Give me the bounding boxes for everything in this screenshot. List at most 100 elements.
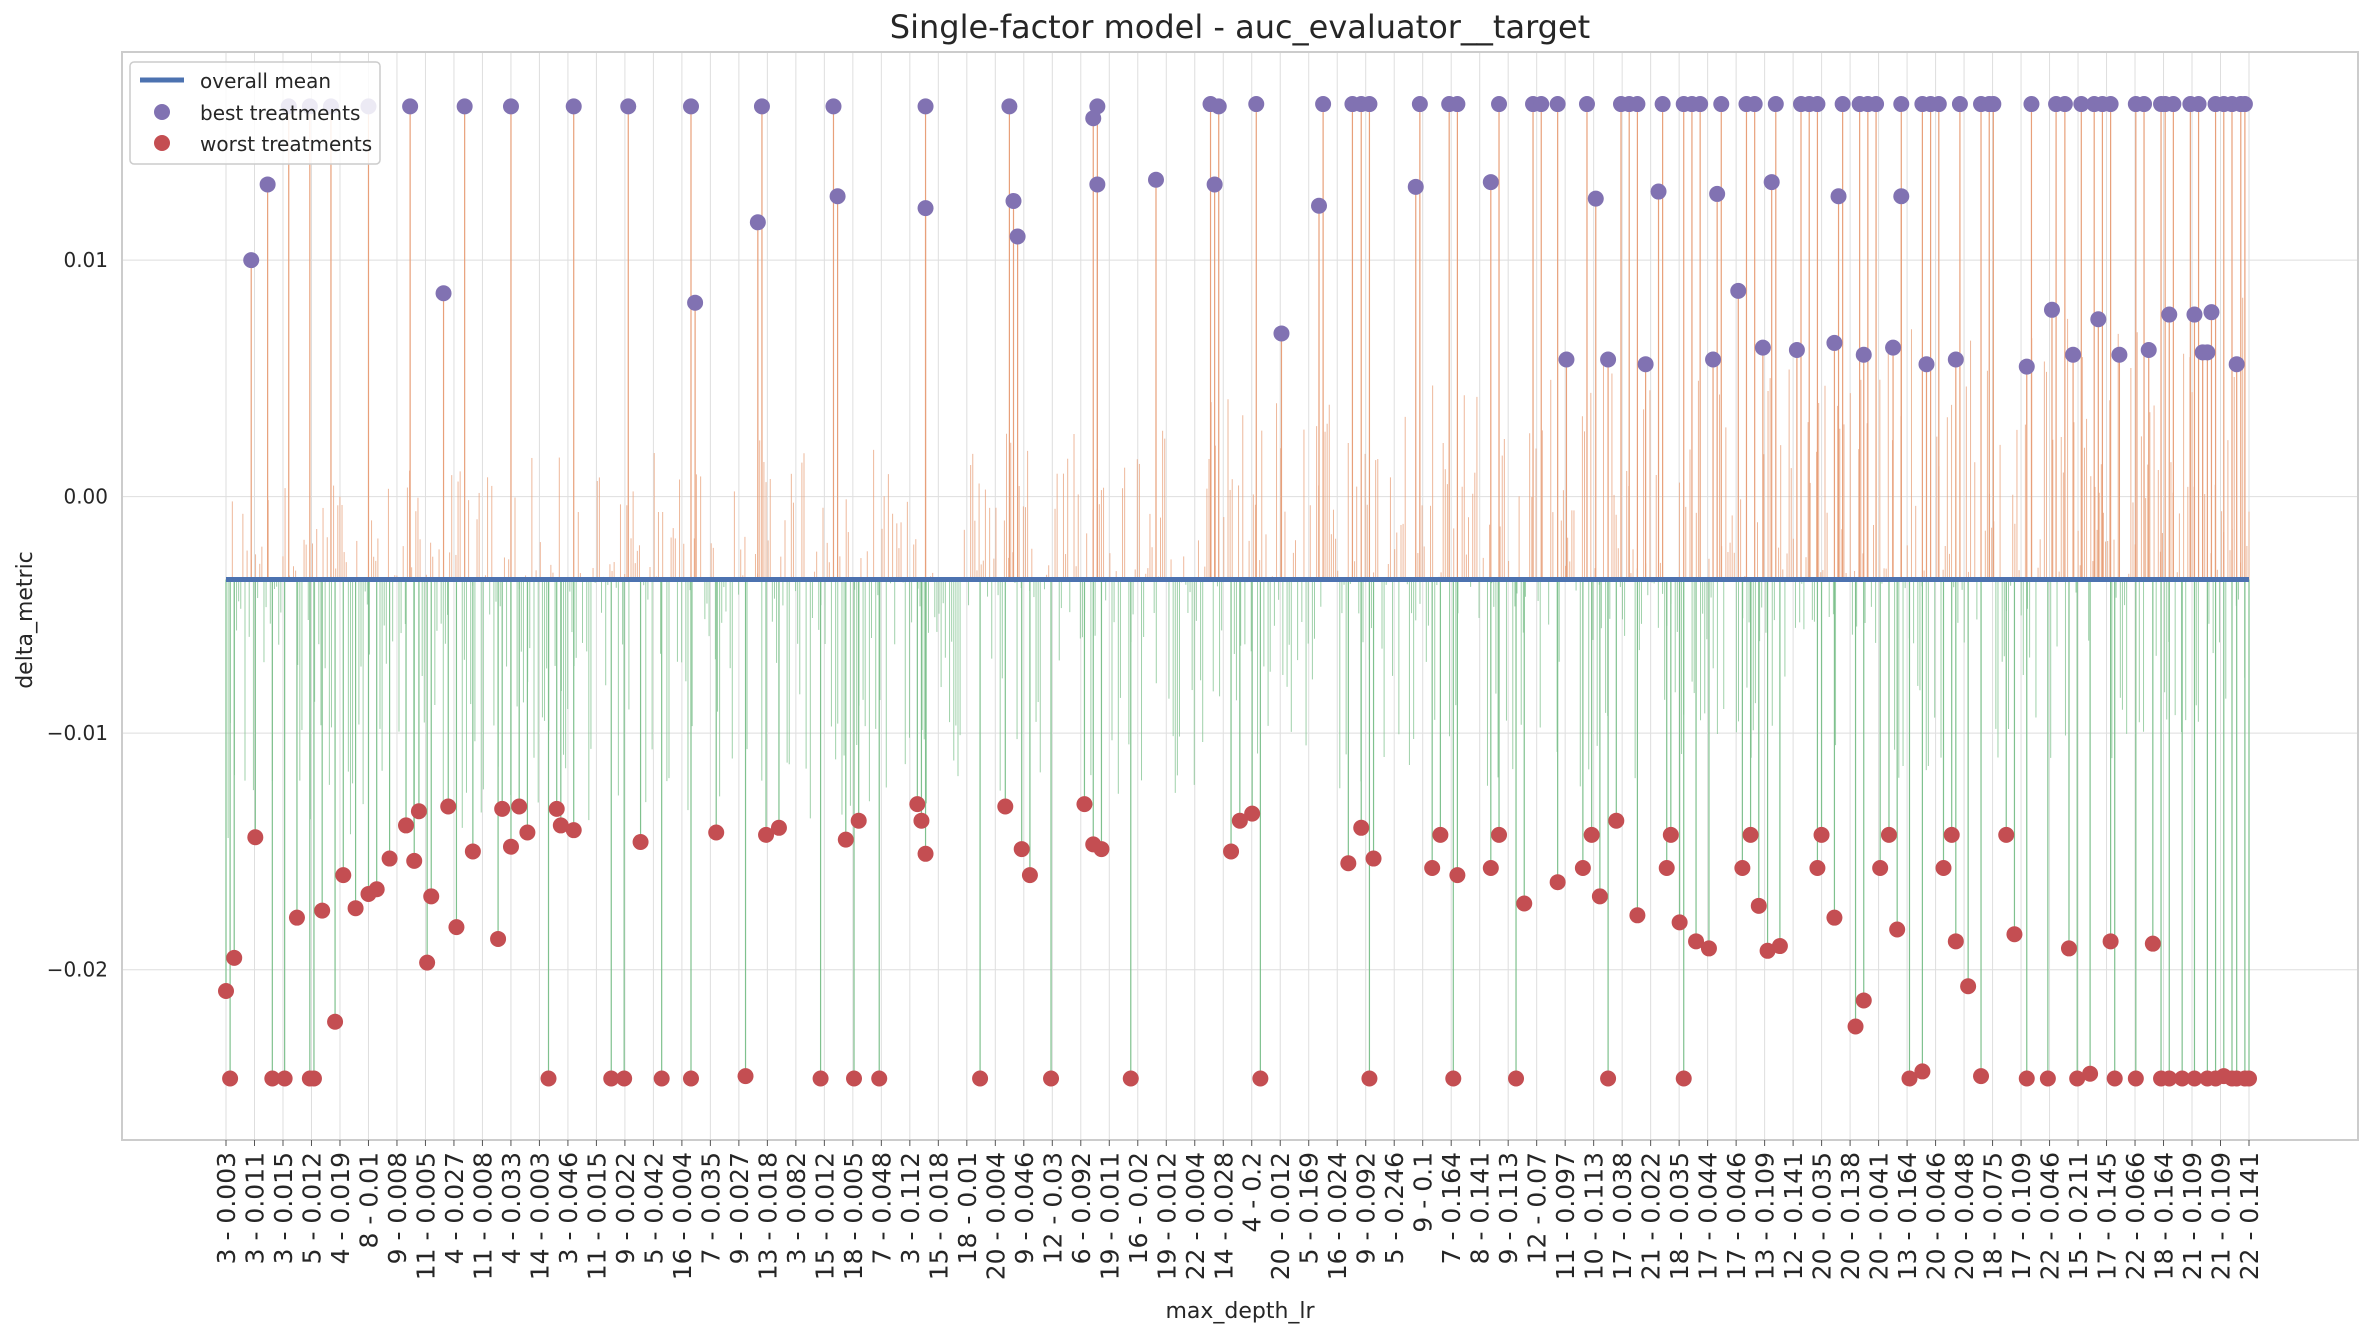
worst-treatment-point xyxy=(2186,1070,2203,1087)
worst-treatment-point xyxy=(410,803,427,820)
x-tick-label: 17 - 0.044 xyxy=(1694,1152,1723,1280)
worst-treatment-point xyxy=(419,954,436,971)
worst-treatment-point xyxy=(1508,1070,1525,1087)
x-tick-label: 7 - 0.048 xyxy=(867,1152,896,1264)
worst-treatment-point xyxy=(653,1070,670,1087)
legend-best-swatch xyxy=(154,104,170,120)
best-treatment-point xyxy=(1788,342,1805,359)
legend-worst-label: worst treatments xyxy=(200,132,372,156)
x-tick-label: 22 - 0.046 xyxy=(2036,1152,2065,1280)
worst-treatment-point xyxy=(812,1070,829,1087)
best-treatment-point xyxy=(1830,188,1847,205)
best-treatment-point xyxy=(1009,228,1026,245)
y-tick-label: 0.00 xyxy=(63,485,108,509)
best-treatment-point xyxy=(1868,96,1885,113)
x-tick-label: 20 - 0.035 xyxy=(1808,1152,1837,1280)
x-tick-label: 21 - 0.109 xyxy=(2207,1152,2236,1280)
best-treatment-point xyxy=(2203,304,2220,321)
worst-treatment-point xyxy=(1353,819,1370,836)
best-treatment-point xyxy=(2199,344,2216,361)
best-treatment-point xyxy=(1650,183,1667,200)
best-treatment-point xyxy=(2236,96,2253,113)
worst-treatment-point xyxy=(347,900,364,917)
best-treatment-point xyxy=(1587,190,1604,207)
x-tick-label: 16 - 0.004 xyxy=(668,1152,697,1280)
worst-treatment-point xyxy=(632,833,649,850)
x-tick-label: 14 - 0.003 xyxy=(525,1152,554,1280)
best-treatment-point xyxy=(620,98,637,115)
x-tick-label: 17 - 0.145 xyxy=(2093,1152,2122,1280)
best-treatment-point xyxy=(1491,96,1508,113)
worst-treatment-point xyxy=(1583,826,1600,843)
best-treatment-point xyxy=(1826,334,1843,351)
x-tick-label: 9 - 0.008 xyxy=(383,1152,412,1264)
x-tick-label: 13 - 0.018 xyxy=(753,1152,782,1280)
best-treatment-point xyxy=(1248,96,1265,113)
y-tick-label: −0.01 xyxy=(47,721,108,745)
x-tick-label: 22 - 0.004 xyxy=(1181,1152,1210,1280)
x-tick-label: 17 - 0.038 xyxy=(1608,1152,1637,1280)
worst-treatment-point xyxy=(1340,855,1357,872)
worst-treatment-point xyxy=(2102,933,2119,950)
x-tick-label: 9 - 0.1 xyxy=(1409,1152,1438,1233)
best-treatment-point xyxy=(1315,96,1332,113)
worst-treatment-point xyxy=(1549,874,1566,891)
x-tick-label: 22 - 0.141 xyxy=(2235,1152,2264,1280)
worst-treatment-point xyxy=(335,867,352,884)
worst-treatment-point xyxy=(1700,940,1717,957)
y-axis-ticks: −0.02 −0.01 0.00 0.01 xyxy=(47,248,108,982)
worst-treatment-point xyxy=(1432,826,1449,843)
worst-treatment-point xyxy=(398,817,415,834)
worst-treatment-point xyxy=(2241,1070,2257,1087)
worst-treatment-point xyxy=(548,800,565,817)
x-tick-label: 5 - 0.042 xyxy=(639,1152,668,1264)
worst-treatment-point xyxy=(448,919,465,936)
x-tick-label: 16 - 0.02 xyxy=(1124,1152,1153,1264)
worst-treatment-point xyxy=(2006,926,2023,943)
worst-treatment-point xyxy=(1043,1070,1060,1087)
worst-treatment-point xyxy=(1361,1070,1378,1087)
worst-treatment-point xyxy=(997,798,1014,815)
x-tick-label: 4 - 0.2 xyxy=(1238,1152,1267,1233)
best-treatment-point xyxy=(1985,96,2002,113)
best-treatment-point xyxy=(1629,96,1646,113)
worst-treatment-point xyxy=(314,902,331,919)
x-tick-label: 22 - 0.066 xyxy=(2121,1152,2150,1280)
x-tick-label: 12 - 0.03 xyxy=(1038,1152,1067,1264)
best-treatment-point xyxy=(1951,96,1968,113)
worst-treatment-point xyxy=(1742,826,1759,843)
y-axis-label: delta_metric xyxy=(13,551,38,689)
best-treatment-point xyxy=(259,176,276,193)
best-treatment-point xyxy=(2073,96,2090,113)
best-treatment-point xyxy=(2018,358,2035,375)
best-treatment-point xyxy=(1730,282,1747,299)
x-tick-label: 4 - 0.033 xyxy=(497,1152,526,1264)
best-treatment-point xyxy=(753,98,770,115)
y-tick-label: 0.01 xyxy=(63,248,108,272)
x-tick-label: 10 - 0.113 xyxy=(1580,1152,1609,1280)
best-treatment-point xyxy=(1449,96,1466,113)
worst-treatment-point xyxy=(603,1070,620,1087)
best-treatment-point xyxy=(1600,351,1617,368)
x-tick-label: 4 - 0.027 xyxy=(440,1152,469,1264)
best-treatment-point xyxy=(2065,346,2082,363)
worst-treatment-point xyxy=(1122,1070,1139,1087)
best-treatment-point xyxy=(1947,351,1964,368)
worst-treatment-point xyxy=(423,888,440,905)
worst-treatment-point xyxy=(1658,860,1675,876)
best-treatment-point xyxy=(687,294,704,311)
best-treatment-point xyxy=(749,214,766,231)
worst-treatment-point xyxy=(1675,1070,1692,1087)
x-tick-label: 9 - 0.092 xyxy=(1352,1152,1381,1264)
worst-treatment-point xyxy=(2127,1070,2144,1087)
worst-treatment-point xyxy=(1855,992,1872,1009)
worst-treatment-point xyxy=(1600,1070,1617,1087)
worst-treatment-point xyxy=(2082,1065,2099,1082)
worst-treatment-point xyxy=(682,1070,699,1087)
best-treatment-point xyxy=(1767,96,1784,113)
best-treatment-point xyxy=(2102,96,2119,113)
x-tick-label: 20 - 0.046 xyxy=(1922,1152,1951,1280)
worst-treatment-point xyxy=(2161,1070,2178,1087)
x-tick-label: 12 - 0.141 xyxy=(1779,1152,1808,1280)
worst-treatment-point xyxy=(552,817,569,834)
